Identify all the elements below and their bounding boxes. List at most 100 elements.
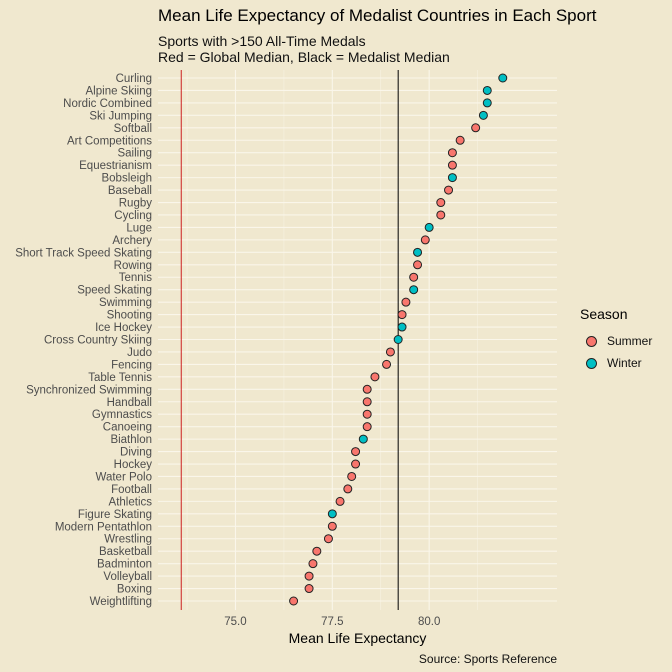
y-tick-label: Badminton bbox=[97, 559, 152, 571]
data-point bbox=[362, 422, 372, 432]
data-point bbox=[413, 247, 423, 257]
y-tick-label: Art Competitions bbox=[67, 135, 152, 147]
data-point bbox=[335, 496, 345, 506]
x-axis-title: Mean Life Expectancy bbox=[289, 630, 427, 646]
y-tick-label: Hockey bbox=[114, 459, 153, 471]
y-tick-label: Softball bbox=[114, 123, 152, 135]
y-tick-label: Short Track Speed Skating bbox=[15, 247, 152, 259]
data-point bbox=[447, 148, 457, 158]
y-tick-label: Judo bbox=[127, 347, 152, 359]
data-point bbox=[304, 584, 314, 594]
legend-label-summer: Summer bbox=[607, 334, 653, 348]
data-point bbox=[362, 384, 372, 394]
y-tick-label: Handball bbox=[107, 397, 152, 409]
y-tick-label: Luge bbox=[126, 222, 152, 234]
y-tick-label: Nordic Combined bbox=[63, 98, 152, 110]
data-point bbox=[409, 272, 419, 282]
y-tick-label: Football bbox=[111, 484, 152, 496]
data-point bbox=[347, 471, 357, 481]
data-point bbox=[289, 596, 299, 606]
y-tick-label: Canoeing bbox=[103, 422, 152, 434]
data-point bbox=[351, 447, 361, 457]
y-tick-label: Tennis bbox=[119, 272, 152, 284]
x-tick-label: 80.0 bbox=[418, 616, 440, 628]
y-tick-label: Fencing bbox=[111, 359, 152, 371]
legend-swatch-winter bbox=[586, 357, 597, 369]
y-tick-label: Ski Jumping bbox=[89, 110, 152, 122]
y-tick-label: Rugby bbox=[119, 198, 152, 210]
y-tick-label: Synchronized Swimming bbox=[26, 384, 152, 396]
data-point bbox=[385, 347, 395, 357]
chart-subtitle-line-1: Sports with >150 All-Time Medals bbox=[158, 33, 366, 49]
y-tick-label: Volleyball bbox=[103, 571, 152, 583]
legend: Season Summer Winter bbox=[580, 306, 652, 374]
y-tick-label: Rowing bbox=[114, 260, 152, 272]
data-point bbox=[362, 397, 372, 407]
y-tick-label: Cross Country Skiing bbox=[44, 335, 152, 347]
data-point bbox=[358, 434, 368, 444]
legend-swatch-summer bbox=[586, 335, 597, 347]
y-tick-label: Ice Hockey bbox=[95, 322, 152, 334]
y-tick-label: Archery bbox=[112, 235, 152, 247]
data-point bbox=[312, 546, 322, 556]
data-point bbox=[351, 459, 361, 469]
data-point bbox=[304, 571, 314, 581]
y-tick-label: Boxing bbox=[117, 584, 152, 596]
y-tick-label: Athletics bbox=[109, 496, 153, 508]
y-tick-label: Diving bbox=[120, 447, 152, 459]
data-point bbox=[420, 235, 430, 245]
y-tick-label: Shooting bbox=[107, 310, 152, 322]
data-point bbox=[447, 173, 457, 183]
data-point bbox=[447, 160, 457, 170]
data-point bbox=[308, 559, 318, 569]
data-point bbox=[343, 484, 353, 494]
data-point bbox=[409, 285, 419, 295]
data-point bbox=[323, 534, 333, 544]
y-tick-label: Table Tennis bbox=[88, 372, 152, 384]
y-tick-label: Modern Pentathlon bbox=[55, 521, 152, 533]
data-point bbox=[482, 85, 492, 95]
legend-item-summer: Summer bbox=[580, 330, 652, 352]
y-tick-label: Water Polo bbox=[96, 471, 152, 483]
data-point bbox=[424, 222, 434, 232]
y-tick-label: Wrestling bbox=[104, 534, 152, 546]
data-point bbox=[397, 322, 407, 332]
data-point bbox=[401, 297, 411, 307]
data-point bbox=[482, 98, 492, 108]
y-tick-label: Alpine Skiing bbox=[86, 85, 152, 97]
x-tick-label: 77.5 bbox=[321, 616, 343, 628]
y-tick-label: Bobsleigh bbox=[101, 173, 152, 185]
y-tick-label: Swimming bbox=[99, 297, 152, 309]
data-point bbox=[436, 198, 446, 208]
data-point bbox=[478, 110, 488, 120]
y-tick-label: Speed Skating bbox=[77, 285, 152, 297]
y-tick-label: Gymnastics bbox=[92, 409, 152, 421]
y-tick-label: Cycling bbox=[114, 210, 152, 222]
legend-title: Season bbox=[580, 306, 628, 322]
data-point bbox=[436, 210, 446, 220]
y-tick-label: Sailing bbox=[117, 148, 152, 160]
y-tick-label: Biathlon bbox=[110, 434, 152, 446]
data-point bbox=[370, 372, 380, 382]
y-tick-label: Curling bbox=[116, 73, 152, 85]
y-tick-label: Figure Skating bbox=[78, 509, 152, 521]
legend-item-winter: Winter bbox=[580, 352, 652, 374]
data-point bbox=[413, 260, 423, 270]
legend-label-winter: Winter bbox=[607, 356, 642, 370]
data-point bbox=[397, 310, 407, 320]
data-point bbox=[382, 359, 392, 369]
y-tick-label: Basketball bbox=[99, 546, 152, 558]
data-point bbox=[327, 521, 337, 531]
y-tick-label: Weightlifting bbox=[90, 596, 152, 608]
data-point bbox=[444, 185, 454, 195]
data-point bbox=[362, 409, 372, 419]
source-caption: Source: Sports Reference bbox=[418, 652, 557, 666]
data-point bbox=[455, 135, 465, 145]
y-tick-label: Baseball bbox=[108, 185, 152, 197]
x-tick-label: 75.0 bbox=[224, 616, 246, 628]
chart-title: Mean Life Expectancy of Medalist Countri… bbox=[158, 6, 597, 25]
data-point bbox=[471, 123, 481, 133]
data-point bbox=[498, 73, 508, 83]
y-tick-label: Equestrianism bbox=[79, 160, 152, 172]
